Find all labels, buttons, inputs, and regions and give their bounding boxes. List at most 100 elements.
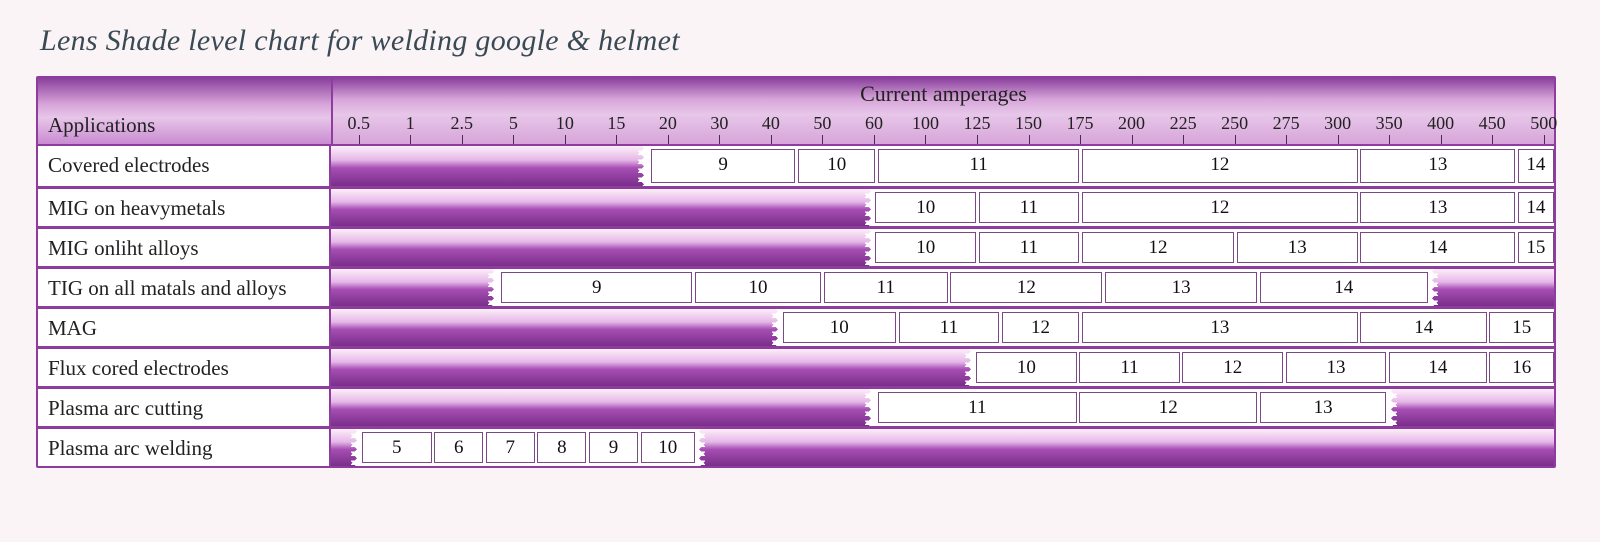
- shade-cell: 12: [1082, 232, 1234, 263]
- shade-cell: 13: [1237, 232, 1358, 263]
- scale-tick-label: 150: [1015, 113, 1042, 134]
- na-band: [331, 146, 646, 186]
- na-band: [331, 429, 359, 466]
- scale-tick-label: 2.5: [451, 113, 474, 134]
- shade-cell: 11: [1079, 352, 1180, 383]
- scale-tick: [410, 135, 411, 144]
- scale-tick: [513, 135, 514, 144]
- shade-cell: 10: [798, 149, 875, 183]
- application-row-body: 101112131415: [331, 229, 1554, 266]
- scale-tick-label: 175: [1067, 113, 1094, 134]
- shade-cell: 11: [979, 232, 1080, 263]
- scale-tick: [1544, 135, 1545, 144]
- shade-cell: 11: [878, 392, 1077, 423]
- shade-cell: 12: [950, 272, 1102, 303]
- shade-cell: 10: [875, 192, 976, 223]
- scale-tick: [1080, 135, 1081, 144]
- scale-tick: [462, 135, 463, 144]
- application-row-body: 91011121314: [331, 146, 1554, 186]
- shade-cell: 13: [1260, 392, 1386, 423]
- scale-tick-label: 225: [1170, 113, 1197, 134]
- application-row-body: 1011121314: [331, 189, 1554, 226]
- scale-tick-label: 450: [1479, 113, 1506, 134]
- shade-cell: 10: [875, 232, 976, 263]
- shade-cell: 13: [1082, 312, 1358, 343]
- scale-tick: [668, 135, 669, 144]
- application-row-body: 111213: [331, 389, 1554, 426]
- application-row: MIG onliht alloys101112131415: [38, 226, 1554, 266]
- scale-tick: [1183, 135, 1184, 144]
- shade-cell: 5: [362, 432, 432, 463]
- shade-cell: 13: [1286, 352, 1387, 383]
- shade-cell: 6: [434, 432, 483, 463]
- amperage-scale: 0.512.5510152030405060100125150175200225…: [333, 104, 1554, 144]
- na-band: [1430, 269, 1554, 306]
- shade-cell: 11: [824, 272, 948, 303]
- shade-cell: 13: [1360, 149, 1515, 183]
- na-band: [331, 349, 973, 386]
- scale-tick: [1492, 135, 1493, 144]
- scale-tick: [359, 135, 360, 144]
- application-row: Plasma arc cutting111213: [38, 386, 1554, 426]
- application-row-body: 101112131415: [331, 309, 1554, 346]
- scale-tick: [1029, 135, 1030, 144]
- scale-tick-label: 60: [865, 113, 883, 134]
- shade-cell: 10: [695, 272, 821, 303]
- shade-cell: 14: [1518, 192, 1554, 223]
- scale-tick-label: 40: [762, 113, 780, 134]
- shade-cell: 12: [1082, 149, 1358, 183]
- scale-tick: [822, 135, 823, 144]
- application-row: MAG101112131415: [38, 306, 1554, 346]
- application-label: TIG on all matals and alloys: [38, 269, 331, 306]
- scale-tick: [1338, 135, 1339, 144]
- shade-cell: 11: [979, 192, 1080, 223]
- shade-cell: 15: [1489, 312, 1554, 343]
- shade-cell: 8: [537, 432, 586, 463]
- scale-tick-label: 1: [406, 113, 415, 134]
- shade-cell: 12: [1079, 392, 1257, 423]
- applications-header-cell: Applications: [38, 78, 333, 144]
- shade-cell: 11: [878, 149, 1079, 183]
- application-row-body: 101112131416: [331, 349, 1554, 386]
- scale-tick-label: 5: [509, 113, 518, 134]
- shade-cell: 13: [1105, 272, 1257, 303]
- amperage-header-cell: Current amperages 0.512.5510152030405060…: [333, 78, 1554, 144]
- scale-tick: [1235, 135, 1236, 144]
- application-row: TIG on all matals and alloys 91011121314: [38, 266, 1554, 306]
- scale-tick: [616, 135, 617, 144]
- shade-cell: 11: [899, 312, 1000, 343]
- scale-tick-label: 400: [1427, 113, 1454, 134]
- shade-cell: 13: [1360, 192, 1515, 223]
- scale-tick: [1286, 135, 1287, 144]
- shade-cell: 16: [1489, 352, 1554, 383]
- shade-cell: 10: [783, 312, 897, 343]
- shade-cell: 14: [1260, 272, 1428, 303]
- shade-cell: 14: [1360, 232, 1515, 263]
- chart-table: Applications Current amperages 0.512.551…: [36, 76, 1556, 468]
- scale-tick: [874, 135, 875, 144]
- scale-tick-label: 50: [813, 113, 831, 134]
- shade-cell: 14: [1389, 352, 1487, 383]
- shade-cell: 9: [501, 272, 692, 303]
- scale-tick: [719, 135, 720, 144]
- scale-tick-label: 350: [1376, 113, 1403, 134]
- application-label: MIG on heavymetals: [38, 189, 331, 226]
- scale-tick: [925, 135, 926, 144]
- application-row: Flux cored electrodes101112131416: [38, 346, 1554, 386]
- shade-cell: 10: [641, 432, 695, 463]
- scale-tick: [1441, 135, 1442, 144]
- application-row: Covered electrodes91011121314: [38, 146, 1554, 186]
- scale-tick-label: 300: [1324, 113, 1351, 134]
- application-row: Plasma arc welding 5678910: [38, 426, 1554, 466]
- scale-tick-label: 500: [1530, 113, 1557, 134]
- application-label: Plasma arc welding: [38, 429, 331, 466]
- application-label: Plasma arc cutting: [38, 389, 331, 426]
- scale-tick-label: 250: [1221, 113, 1248, 134]
- shade-cell: 12: [1082, 192, 1358, 223]
- na-band: [331, 229, 873, 266]
- na-band: [331, 389, 873, 426]
- shade-cell: 9: [589, 432, 638, 463]
- na-band: [331, 269, 496, 306]
- shade-cell: 7: [486, 432, 535, 463]
- scale-tick: [977, 135, 978, 144]
